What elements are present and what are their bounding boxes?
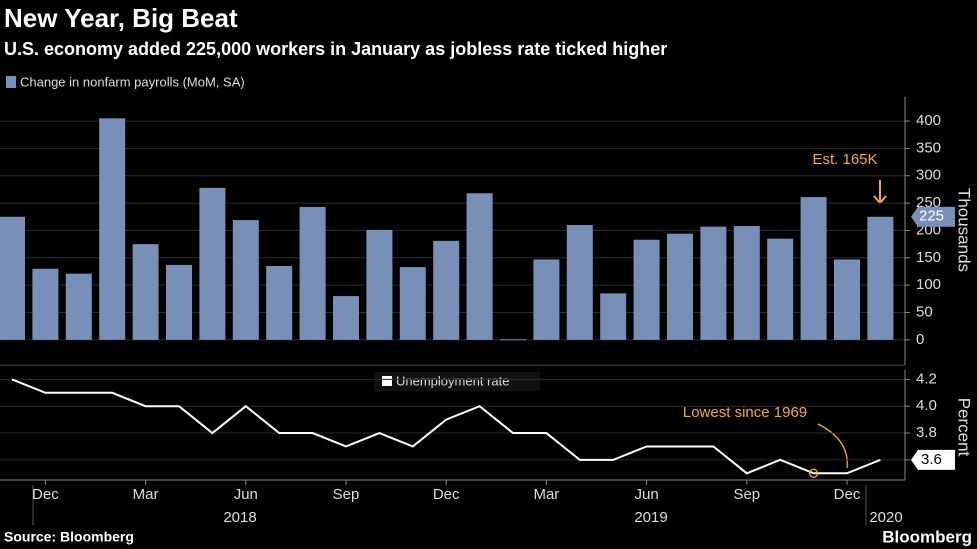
bar: [600, 293, 627, 340]
x-tick-label: Mar: [533, 486, 559, 503]
x-tick-label: Dec: [433, 486, 460, 503]
brand-logo: Bloomberg: [882, 527, 972, 546]
y-tick-label: 350: [916, 139, 941, 156]
value-badge: [911, 206, 955, 227]
y-tick-label: 100: [916, 276, 941, 293]
bar: [0, 216, 25, 340]
value-badge: [911, 449, 955, 470]
bar: [132, 244, 159, 340]
y-tick-label: 4.2: [916, 370, 937, 387]
bar: [700, 226, 727, 340]
bar: [32, 268, 59, 340]
bar: [466, 193, 493, 340]
legend-swatch: [6, 76, 16, 88]
bar: [667, 233, 693, 340]
chart-title: New Year, Big Beat: [4, 3, 238, 33]
bar: [266, 266, 293, 340]
legend-label: Change in nonfarm payrolls (MoM, SA): [20, 74, 245, 89]
y-axis-label: Percent: [955, 398, 974, 457]
value-label: 225: [919, 208, 944, 225]
bar: [533, 259, 560, 340]
annotation-connector: [817, 423, 848, 469]
chart-subtitle: U.S. economy added 225,000 workers in Ja…: [4, 39, 667, 59]
legend-box: [374, 372, 540, 391]
x-group-label: 2019: [634, 509, 667, 526]
bar: [99, 118, 126, 340]
bar: [166, 264, 192, 340]
bar: [566, 224, 593, 340]
bar: [199, 187, 226, 340]
bar: [299, 206, 326, 340]
bar: [366, 229, 393, 340]
legend-swatch: [382, 376, 392, 386]
bar: [65, 273, 92, 340]
bar: [767, 238, 794, 340]
bar: [867, 216, 894, 340]
y-tick-label: 300: [916, 167, 941, 184]
bar: [733, 226, 760, 340]
legend-label: Unemployment rate: [396, 373, 509, 388]
x-tick-label: Mar: [133, 486, 159, 503]
bar: [834, 259, 860, 340]
value-label: 3.6: [921, 451, 942, 468]
bar: [433, 240, 460, 340]
x-group-label: 2020: [869, 509, 902, 526]
x-tick-label: Jun: [234, 486, 258, 503]
y-tick-label: 4.0: [916, 397, 937, 414]
annotation-marker: [808, 468, 819, 478]
bar: [800, 197, 827, 340]
x-tick-label: Sep: [733, 486, 760, 503]
x-tick-label: Jun: [635, 486, 659, 503]
x-group-label: 2018: [223, 509, 256, 526]
y-tick-label: 50: [916, 303, 933, 320]
y-tick-label: 3.8: [916, 424, 937, 441]
y-tick-label: 0: [916, 331, 924, 348]
annotation: Est. 165K: [812, 151, 877, 168]
bar: [633, 239, 660, 340]
y-tick-label: 400: [916, 112, 941, 129]
x-tick-label: Dec: [834, 486, 861, 503]
y-axis-label: Thousands: [955, 188, 974, 272]
x-tick-label: Sep: [333, 486, 360, 503]
annotation: Lowest since 1969: [683, 404, 807, 421]
bar: [399, 267, 426, 340]
bar: [500, 339, 526, 341]
line: [11, 378, 881, 475]
x-tick-label: Dec: [32, 486, 59, 503]
source: Source: Bloomberg: [4, 529, 134, 545]
bar: [333, 296, 359, 340]
y-tick-label: 150: [916, 249, 941, 266]
bar: [232, 220, 259, 340]
